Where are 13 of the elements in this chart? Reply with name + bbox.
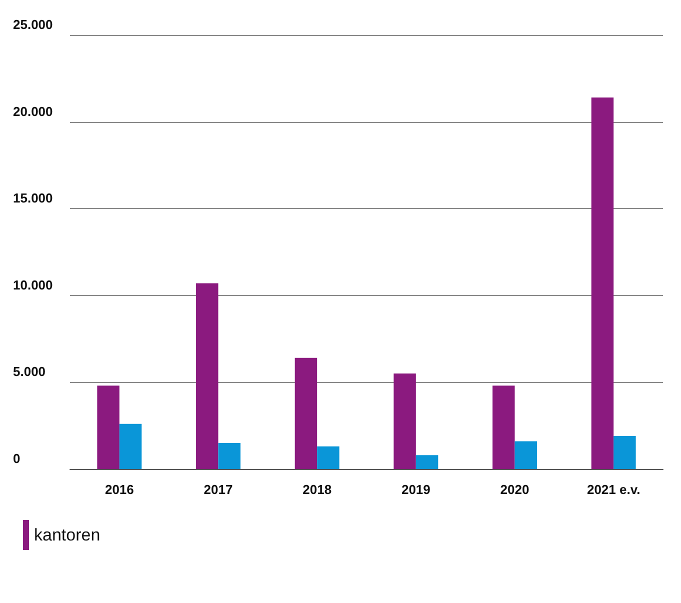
legend-label: kantoren xyxy=(34,526,100,544)
x-tick-label: 2018 xyxy=(302,482,332,497)
y-tick-label: 5.000 xyxy=(13,364,46,380)
x-tick-label: 2021 e.v. xyxy=(586,482,640,497)
y-tick-label: 0 xyxy=(13,451,20,466)
x-tick-label: 2019 xyxy=(401,482,430,497)
y-tick-label: 25.000 xyxy=(13,17,53,32)
y-tick-label: 20.000 xyxy=(13,104,53,119)
x-tick-label: 2016 xyxy=(104,482,134,497)
y-tick-label: 10.000 xyxy=(13,277,53,292)
x-tick-label: 2020 xyxy=(500,482,530,497)
y-tick-label: 15.000 xyxy=(13,190,53,206)
x-tick-label: 2017 xyxy=(204,482,233,497)
